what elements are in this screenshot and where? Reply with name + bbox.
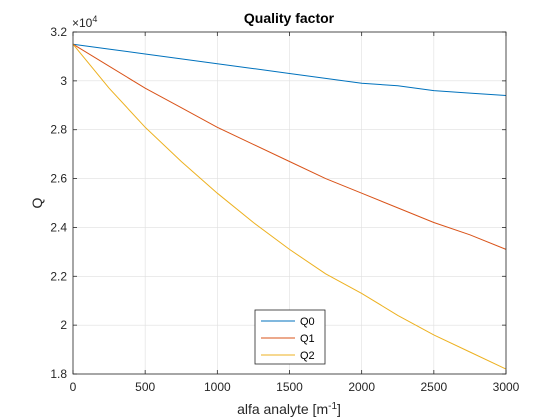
series-lines — [72, 43, 507, 370]
x-tick-label: 2000 — [348, 380, 375, 394]
y-tick-label: 3.2 — [50, 25, 67, 39]
x-axis-label: alfa analyte [m-1] — [237, 401, 341, 417]
legend-label-q1: Q1 — [300, 333, 315, 345]
x-tick-label: 1000 — [204, 380, 231, 394]
y-tick-label: 1.8 — [50, 367, 67, 381]
series-line-q2 — [72, 43, 507, 370]
y-tick-label: 2 — [60, 318, 67, 332]
chart-title: Quality factor — [244, 10, 335, 26]
legend-label-q0: Q0 — [300, 316, 315, 328]
legend-label-q2: Q2 — [300, 350, 315, 362]
ticks — [72, 31, 507, 375]
y-exponent-base: ×10 — [72, 16, 93, 30]
y-tick-label: 2.6 — [50, 172, 67, 186]
y-tick-label: 2.4 — [50, 220, 67, 234]
x-axis-label-text: alfa analyte [m — [237, 401, 328, 417]
y-axis-label: Q — [29, 197, 45, 208]
y-tick-label: 2.8 — [50, 123, 67, 137]
y-tick-label: 3 — [60, 74, 67, 88]
series-line-q1 — [72, 43, 507, 250]
y-exponent-power: 4 — [92, 14, 97, 24]
x-tick-label: 500 — [135, 380, 155, 394]
x-tick-label: 2500 — [420, 380, 447, 394]
y-exponent-label: ×104 — [72, 14, 97, 30]
tick-labels: 0 500 1000 1500 2000 2500 3000 1.8 2 2.2 2.4 2.6 2.8… — [50, 25, 519, 394]
x-tick-label: 3000 — [493, 380, 520, 394]
y-tick-label: 2.2 — [50, 269, 67, 283]
series-line-q0 — [72, 43, 507, 96]
x-axis-label-end: ] — [337, 401, 341, 417]
x-axis-label-sup: -1 — [328, 401, 337, 412]
legend: Q0 Q1 Q2 — [254, 309, 326, 365]
x-tick-label: 1500 — [276, 380, 303, 394]
x-tick-label: 0 — [70, 380, 77, 394]
